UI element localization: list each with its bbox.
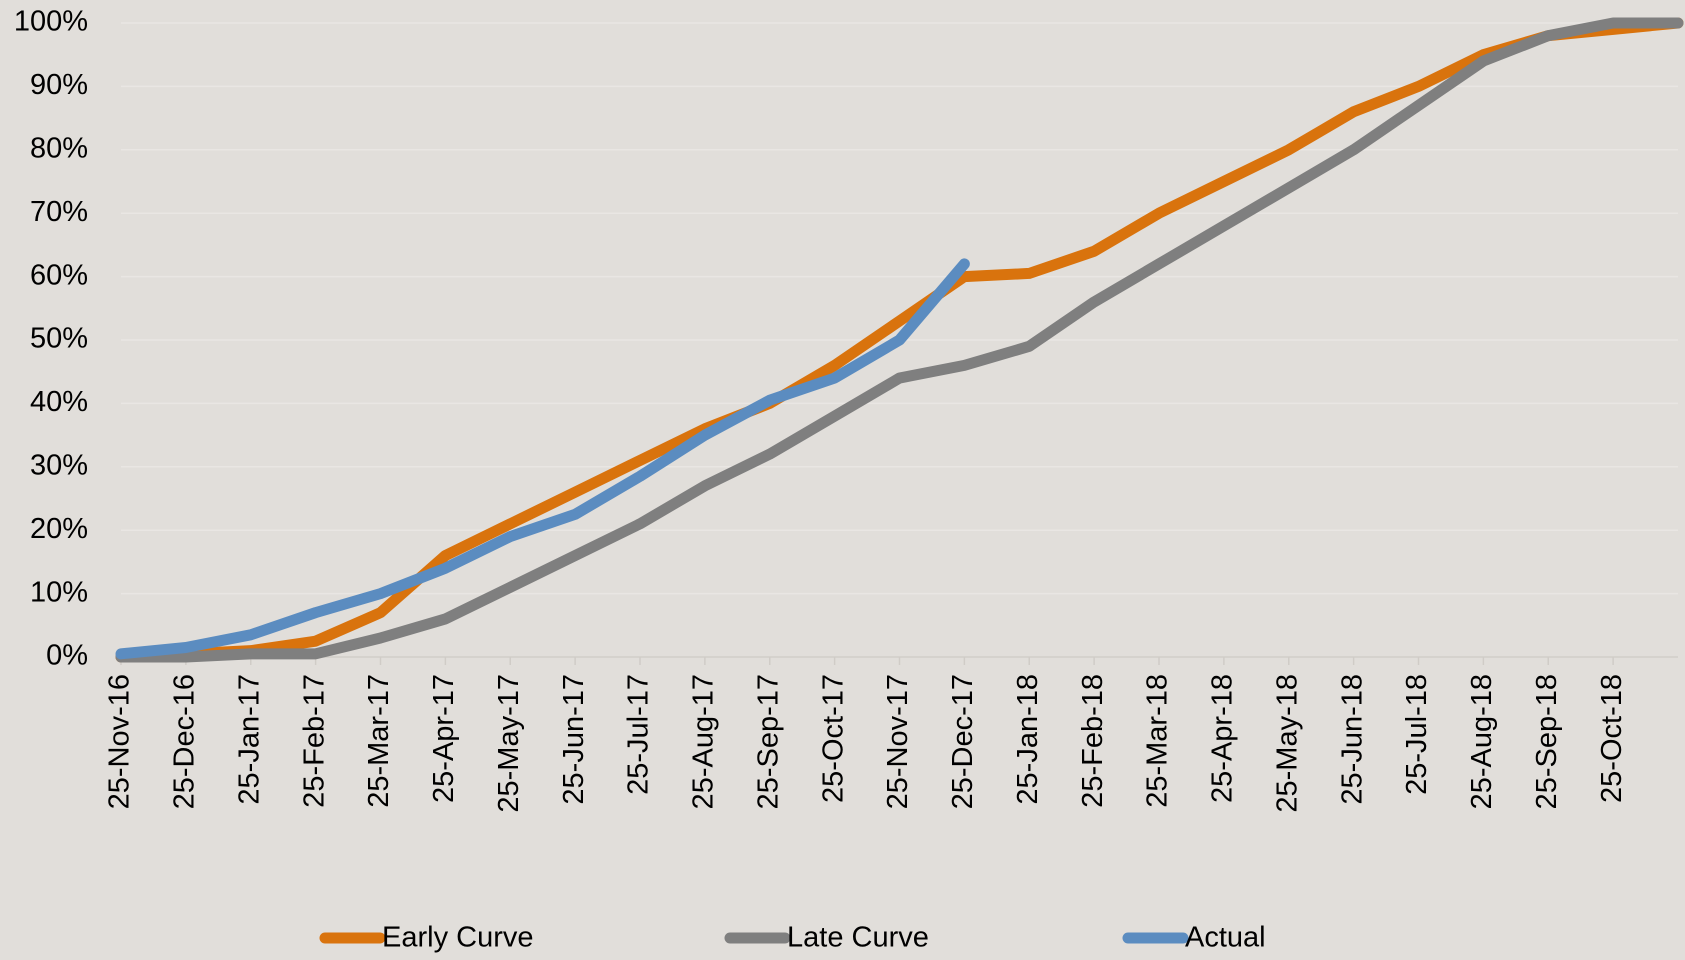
y-tick-label: 10% <box>30 576 88 608</box>
y-tick-label: 60% <box>30 259 88 291</box>
y-tick-label: 30% <box>30 449 88 481</box>
y-tick-label: 80% <box>30 132 88 164</box>
x-tick-label: 25-May-18 <box>1271 674 1303 813</box>
y-tick-label: 90% <box>30 69 88 101</box>
y-tick-label: 20% <box>30 513 88 545</box>
x-tick-label: 25-Apr-18 <box>1207 674 1239 803</box>
x-tick-label: 25-Jun-17 <box>558 674 590 805</box>
x-tick-label: 25-Sep-17 <box>752 674 784 809</box>
x-tick-label: 25-Nov-16 <box>104 674 136 809</box>
x-tick-label: 25-Mar-17 <box>363 674 395 808</box>
x-tick-label: 25-Apr-17 <box>428 674 460 803</box>
x-tick-label: 25-Dec-16 <box>169 674 201 809</box>
y-tick-label: 50% <box>30 323 88 355</box>
legend-label: Late Curve <box>787 922 929 954</box>
y-tick-label: 0% <box>46 640 88 672</box>
x-tick-label: 25-Jul-18 <box>1401 674 1433 795</box>
x-tick-label: 25-Feb-18 <box>1077 674 1109 808</box>
x-tick-label: 25-Jan-18 <box>1012 674 1044 805</box>
y-tick-label: 40% <box>30 386 88 418</box>
x-tick-label: 25-Jul-17 <box>623 674 655 795</box>
legend-label: Actual <box>1185 922 1266 954</box>
x-tick-label: 25-Oct-17 <box>817 674 849 803</box>
x-tick-label: 25-Nov-17 <box>882 674 914 809</box>
x-tick-label: 25-Jan-17 <box>233 674 265 805</box>
x-tick-label: 25-May-17 <box>493 674 525 813</box>
x-tick-label: 25-Sep-18 <box>1531 674 1563 809</box>
x-tick-label: 25-Feb-17 <box>298 674 330 808</box>
series-line <box>115 17 1684 663</box>
x-tick-label: 25-Aug-17 <box>688 674 720 809</box>
x-tick-label: 25-Dec-17 <box>947 674 979 809</box>
x-tick-label: 25-Oct-18 <box>1596 674 1628 803</box>
y-tick-label: 100% <box>14 6 88 38</box>
x-tick-label: 25-Jun-18 <box>1336 674 1368 805</box>
series-line <box>115 17 1684 663</box>
series-line <box>115 258 970 660</box>
legend-label: Early Curve <box>382 922 534 954</box>
y-tick-label: 70% <box>30 196 88 228</box>
x-tick-label: 25-Aug-18 <box>1466 674 1498 809</box>
x-tick-label: 25-Mar-18 <box>1142 674 1174 808</box>
